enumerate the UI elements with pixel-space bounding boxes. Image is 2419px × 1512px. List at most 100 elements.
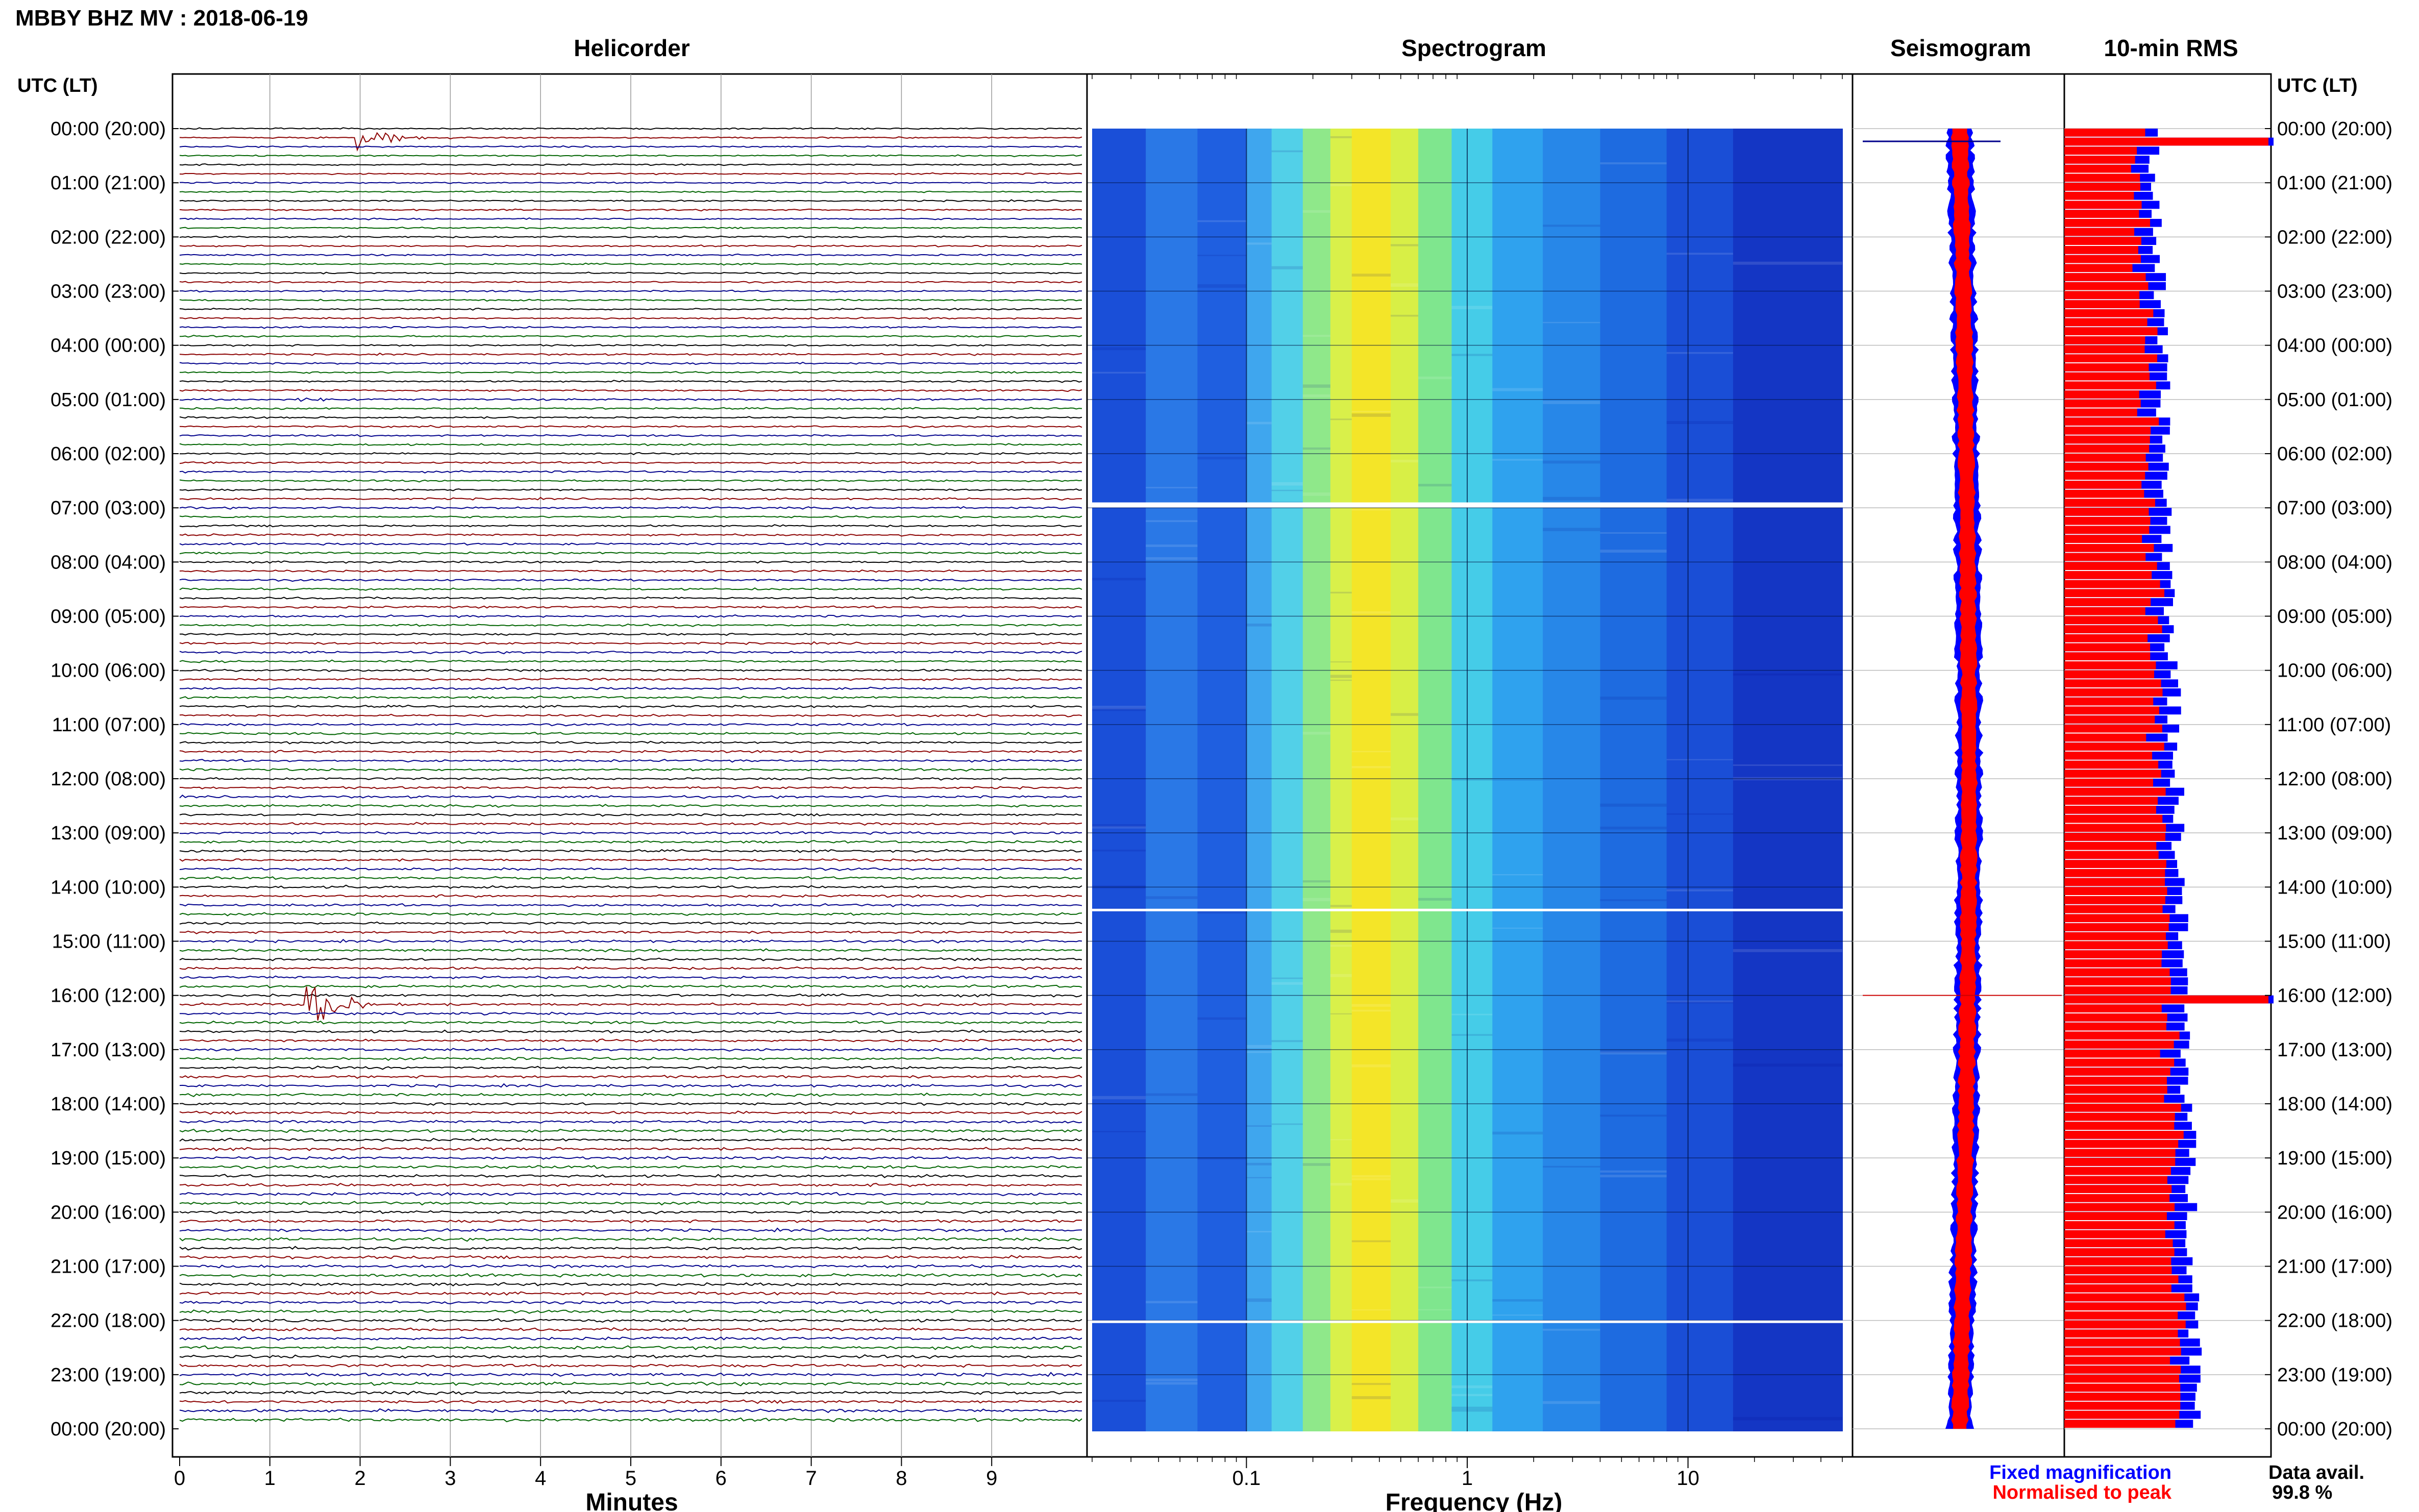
rms-bar-normalised <box>2064 661 2156 670</box>
rms-bar-normalised <box>2064 1058 2175 1067</box>
rms-bar-normalised <box>2064 1076 2167 1085</box>
helicorder-xlabel: Minutes <box>585 1489 678 1512</box>
helicorder-trace <box>179 199 1082 203</box>
helicorder-trace <box>179 740 1082 745</box>
spectrogram-streak <box>1351 1064 1391 1068</box>
helicorder-trace <box>179 696 1082 700</box>
rms-bar-normalised <box>2064 1230 2165 1238</box>
spectrogram-streak <box>1271 1123 1303 1125</box>
rms-bar-normalised <box>2064 751 2153 760</box>
spectrogram-streak <box>1390 459 1419 463</box>
spectrogram-streak <box>1092 347 1146 351</box>
rms-bar-normalised <box>2064 995 2268 1004</box>
helicorder-trace <box>179 894 1082 898</box>
rms-bar-normalised <box>2064 742 2164 751</box>
time-label-left: 07:00 (03:00) <box>51 498 166 519</box>
spectrogram-streak <box>1146 544 1198 547</box>
helicorder-trace <box>179 1164 1082 1170</box>
spectrogram-band <box>1451 129 1493 1431</box>
spectrogram-streak <box>1092 371 1146 374</box>
spectrogram-band <box>1197 129 1247 1431</box>
spectrogram-streak <box>1146 1382 1198 1385</box>
helicorder-trace <box>179 884 1082 889</box>
spectrogram-streak <box>1543 497 1600 501</box>
helicorder-trace <box>179 651 1082 655</box>
rms-bar-normalised <box>2064 977 2171 985</box>
rms-bar-normalised <box>2064 363 2149 371</box>
rms-bar-normalised <box>2064 553 2146 561</box>
spectrogram-streak <box>1271 266 1303 269</box>
spectrogram-streak <box>1302 394 1330 398</box>
helicorder-trace <box>179 542 1082 546</box>
rms-bar-normalised <box>2064 543 2154 552</box>
time-label-right: 18:00 (14:00) <box>2277 1094 2392 1115</box>
rms-bar-normalised <box>2064 399 2141 408</box>
rms-bar-normalised <box>2064 1356 2170 1365</box>
spectrogram-gap <box>1088 502 1852 508</box>
rms-bar-normalised <box>2064 173 2140 182</box>
helicorder-trace <box>179 425 1082 429</box>
rms-bar-normalised <box>2064 1248 2175 1256</box>
spectrogram-streak <box>1600 1175 1667 1178</box>
helicorder-trace <box>179 1102 1082 1106</box>
rms-bar-normalised <box>2064 1104 2181 1112</box>
helicorder-x-tick-label: 6 <box>715 1467 727 1490</box>
helicorder-trace <box>179 397 1082 402</box>
rms-bar-normalised <box>2064 137 2268 146</box>
rms-bar-normalised <box>2064 318 2148 327</box>
rms-bar-normalised <box>2064 878 2165 886</box>
helicorder-trace <box>179 1364 1082 1368</box>
spectrogram-streak <box>1092 707 1146 711</box>
spectrogram-streak <box>1351 1009 1391 1012</box>
time-label-left: 10:00 (06:00) <box>51 660 166 682</box>
rms-bar-normalised <box>2064 1266 2172 1275</box>
spectrogram-streak <box>1600 826 1667 830</box>
spectrogram-streak <box>1733 261 1842 265</box>
helicorder-trace <box>179 1147 1082 1152</box>
rms-bar-normalised <box>2064 733 2146 742</box>
spectrogram-streak <box>1733 764 1842 766</box>
helicorder-trace <box>179 1075 1082 1079</box>
spectrogram-streak <box>1246 1162 1272 1166</box>
rms-bar-normalised <box>2064 1374 2180 1383</box>
rms-bar-normalised <box>2064 129 2145 137</box>
spectrogram-streak <box>1390 713 1419 716</box>
rms-bar-normalised <box>2064 787 2166 796</box>
time-label-left: 16:00 (12:00) <box>51 985 166 1007</box>
rms-bar-normalised <box>2064 516 2151 525</box>
spectrogram-streak <box>1330 184 1352 186</box>
time-label-right: 19:00 (15:00) <box>2277 1148 2392 1169</box>
rms-bar-normalised <box>2064 336 2145 344</box>
spectrogram-band <box>1302 129 1331 1431</box>
spectrogram-streak <box>1666 1038 1733 1042</box>
helicorder-trace <box>179 632 1082 636</box>
spectrogram-x-tick-label: 1 <box>1462 1467 1473 1490</box>
helicorder-x-tick-label: 5 <box>625 1467 636 1490</box>
time-label-left: 22:00 (18:00) <box>51 1310 166 1332</box>
spectrogram-streak <box>1451 1013 1493 1015</box>
helicorder-frame <box>171 73 1088 1458</box>
spectrogram-streak <box>1330 974 1352 977</box>
spectrogram-band <box>1543 129 1601 1431</box>
time-label-right: 20:00 (16:00) <box>2277 1202 2392 1223</box>
station-title: MBBY BHZ MV : 2018-06-19 <box>15 6 308 31</box>
rms-bar-normalised <box>2064 1239 2173 1248</box>
time-label-left: 00:00 (20:00) <box>51 1419 166 1440</box>
rms-bar-normalised <box>2064 1131 2184 1139</box>
rms-bar-normalised <box>2064 146 2137 155</box>
helicorder-trace <box>179 497 1082 501</box>
spectrogram-streak <box>1418 484 1452 487</box>
helicorder-trace <box>179 1227 1082 1233</box>
helicorder-x-tick-label: 0 <box>174 1467 185 1490</box>
spectrogram-streak <box>1666 1000 1733 1003</box>
helicorder-trace <box>179 560 1082 564</box>
helicorder-trace <box>179 1273 1082 1278</box>
spectrogram-streak <box>1146 1378 1198 1381</box>
rms-bar-normalised <box>2064 797 2158 805</box>
helicorder-trace <box>179 876 1082 880</box>
rms-bar-normalised <box>2064 697 2154 706</box>
time-label-right: 03:00 (23:00) <box>2277 281 2392 303</box>
spectrogram-title: Spectrogram <box>1401 35 1546 61</box>
helicorder-trace <box>179 1291 1082 1296</box>
helicorder-trace <box>179 533 1082 537</box>
